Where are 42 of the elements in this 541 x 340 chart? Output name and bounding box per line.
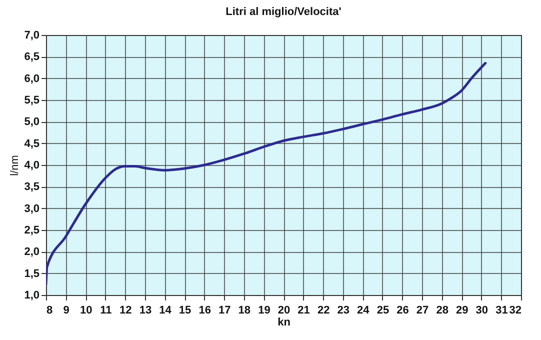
x-tick-label: 32 [509, 304, 522, 316]
x-tick-label: 8 [46, 304, 53, 316]
x-tick-label: 26 [396, 304, 409, 316]
x-tick-label: 16 [198, 304, 211, 316]
x-tick-label: 10 [80, 304, 92, 316]
x-axis-title: kn [278, 316, 291, 328]
x-tick-label: 14 [159, 304, 172, 316]
x-tick-label: 29 [456, 304, 468, 316]
x-tick-label: 22 [317, 304, 330, 316]
x-tick-label: 19 [258, 304, 270, 316]
x-tick-label: 24 [357, 304, 370, 316]
y-tick-label: 1,5 [24, 268, 40, 280]
x-tick-label: 27 [416, 304, 429, 316]
x-tick-label: 21 [298, 304, 310, 316]
x-tick-label: 20 [278, 304, 290, 316]
chart-title: Litri al miglio/Velocita' [226, 6, 342, 18]
x-tick-label: 9 [63, 304, 70, 316]
y-tick-label: 1,0 [24, 290, 40, 302]
x-tick-label: 28 [436, 304, 448, 316]
x-tick-label: 13 [139, 304, 152, 316]
y-tick-label: 2,5 [24, 224, 40, 236]
y-tick-label: 2,0 [24, 246, 40, 258]
x-tick-label: 23 [337, 304, 350, 316]
y-tick-label: 3,0 [24, 202, 40, 215]
x-tick-label: 18 [238, 304, 251, 316]
y-tick-label: 7,0 [24, 30, 40, 42]
x-tick-label: 15 [178, 304, 192, 316]
y-tick-label: 4,5 [24, 138, 40, 150]
x-tick-label: 31 [496, 304, 508, 316]
y-tick-label: 6,0 [24, 72, 40, 85]
y-tick-label: 5,0 [24, 116, 40, 128]
line-series [46, 62, 487, 286]
y-tick-label: 5,5 [24, 94, 40, 106]
x-tick-label: 30 [476, 304, 488, 316]
x-tick-label: 12 [120, 304, 132, 316]
x-tick-label: 11 [100, 304, 112, 316]
y-tick-label: 6,5 [24, 51, 40, 64]
y-tick-label: 4,0 [24, 160, 40, 172]
x-tick-label: 25 [376, 304, 390, 316]
x-tick-label: 17 [218, 304, 231, 316]
y-axis-title: l/nm [9, 155, 22, 176]
y-tick-label: 3,5 [24, 181, 40, 194]
